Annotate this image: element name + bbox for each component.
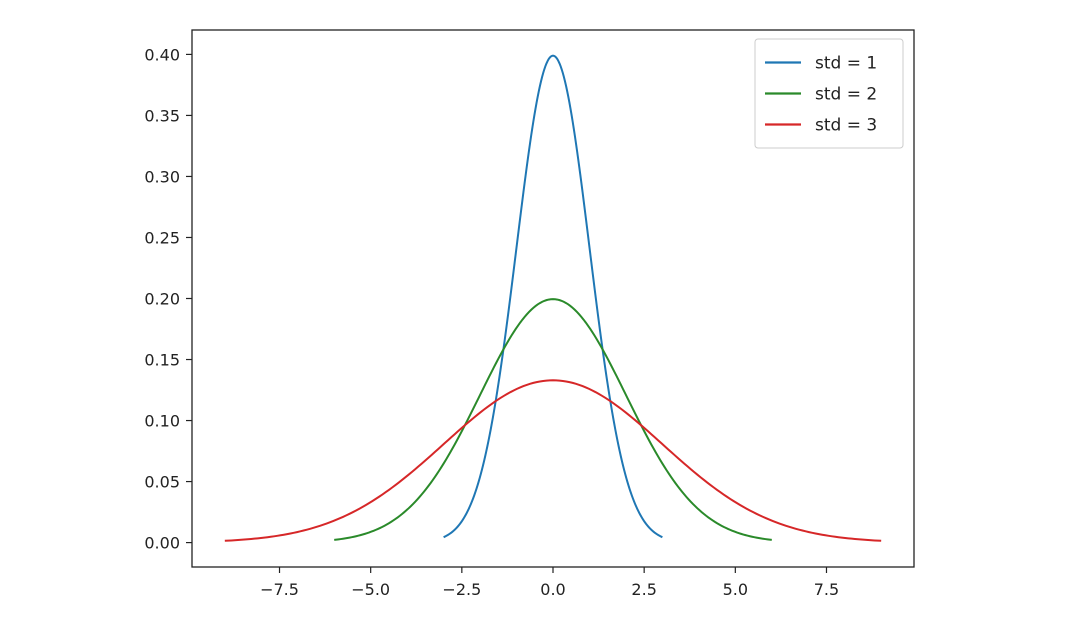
series-line-std-1 bbox=[443, 54, 663, 539]
y-tick-label: 0.15 bbox=[144, 351, 180, 370]
y-tick-label: 0.30 bbox=[144, 167, 180, 186]
y-tick-label: 0.40 bbox=[144, 45, 180, 64]
y-tick-label: 0.20 bbox=[144, 290, 180, 309]
x-axis: −7.5 −5.0 −2.5 0.0 2.5 5.0 7.5 bbox=[260, 567, 839, 599]
x-tick-label: −5.0 bbox=[351, 580, 390, 599]
legend-label-std-2: std = 2 bbox=[815, 85, 877, 105]
y-tick-label: 0.05 bbox=[144, 473, 180, 492]
y-tick-label: 0.35 bbox=[144, 106, 180, 125]
x-tick-label: −7.5 bbox=[260, 580, 299, 599]
x-tick-label: 0.0 bbox=[540, 580, 565, 599]
y-tick-label: 0.25 bbox=[144, 228, 180, 247]
x-tick-label: 2.5 bbox=[631, 580, 656, 599]
x-tick-label: −2.5 bbox=[442, 580, 481, 599]
legend-label-std-1: std = 1 bbox=[815, 54, 877, 74]
legend-box bbox=[754, 38, 904, 149]
y-tick-label: 0.10 bbox=[144, 412, 180, 431]
series-line-std-3 bbox=[224, 379, 882, 542]
y-tick-label: 0.00 bbox=[144, 534, 180, 553]
x-tick-label: 7.5 bbox=[814, 580, 839, 599]
series-line-std-2 bbox=[334, 298, 772, 541]
legend: std = 1 std = 2 std = 3 bbox=[754, 38, 904, 149]
legend-label-std-3: std = 3 bbox=[815, 116, 877, 136]
curves-layer bbox=[224, 54, 882, 542]
y-axis: 0.00 0.05 0.10 0.15 0.20 0.25 0.30 0.35 0.40 bbox=[144, 45, 192, 553]
x-tick-label: 5.0 bbox=[723, 580, 748, 599]
